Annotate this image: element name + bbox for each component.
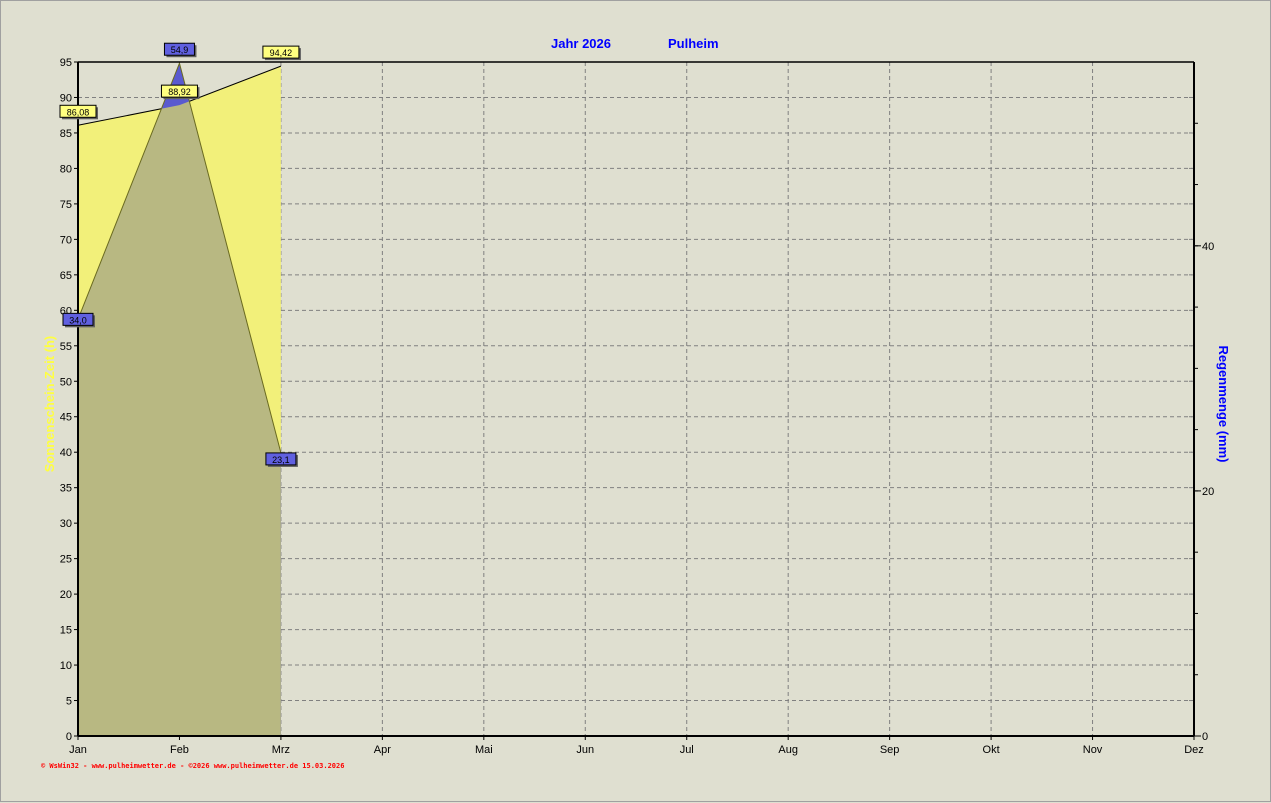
y-right-tick-label: 0: [1202, 731, 1208, 743]
chart-title-location: Pulheim: [668, 36, 719, 51]
rain-sunshine-overlap: [78, 66, 281, 736]
y-left-tick-label: 0: [66, 731, 72, 743]
y-right-tick-label: 20: [1202, 486, 1214, 498]
sunshine-data-label: 86,08: [67, 107, 90, 117]
x-tick-label: Apr: [374, 744, 391, 756]
sunshine-data-label-box: [160, 84, 198, 98]
y-left-tick-label: 90: [60, 92, 72, 104]
y-left-tick-label: 75: [60, 199, 72, 211]
y-right-axis-title: Regenmenge (mm): [1216, 345, 1231, 462]
x-tick-label: Jun: [576, 744, 594, 756]
y-left-tick-label: 65: [60, 270, 72, 282]
rain-data-label: 34,0: [69, 315, 87, 325]
rain-data-label-box: [265, 452, 297, 466]
y-left-tick-label: 80: [60, 163, 72, 175]
y-left-tick-label: 45: [60, 412, 72, 424]
y-left-tick-label: 30: [60, 518, 72, 530]
y-left-tick-label: 25: [60, 554, 72, 566]
x-tick-label: Feb: [170, 744, 189, 756]
rain-line: [77, 61, 282, 454]
x-tick-label: Jul: [680, 744, 694, 756]
x-tick-label: Jan: [69, 744, 87, 756]
x-tick-label: Sep: [880, 744, 900, 756]
x-tick-label: Dez: [1184, 744, 1204, 756]
y-left-tick-label: 50: [60, 376, 72, 388]
copyright-footer: © WsWin32 - www.pulheimwetter.de - ©2026…: [41, 762, 345, 770]
y-left-axis-title: Sonnenschein-Zeit (h): [42, 336, 57, 473]
sunshine-data-label-box: [59, 104, 97, 118]
y-left-tick-label: 85: [60, 128, 72, 140]
y-left-tick-label: 95: [60, 57, 72, 69]
x-tick-label: Mai: [475, 744, 493, 756]
x-tick-label: Okt: [983, 744, 1000, 756]
x-tick-label: Aug: [778, 744, 798, 756]
y-left-tick-label: 55: [60, 341, 72, 353]
y-left-tick-label: 35: [60, 483, 72, 495]
sunshine-data-label-box: [262, 45, 300, 59]
y-left-tick-label: 15: [60, 625, 72, 637]
rain-data-label-box: [62, 312, 94, 326]
y-left-tick-label: 40: [60, 447, 72, 459]
chart-title-year: Jahr 2026: [551, 36, 611, 51]
rain-data-label-box: [163, 42, 195, 56]
y-left-tick-label: 5: [66, 696, 72, 708]
y-left-tick-label: 20: [60, 589, 72, 601]
rain-data-label: 54,9: [171, 45, 189, 55]
y-left-tick-label: 10: [60, 660, 72, 672]
y-left-tick-label: 70: [60, 234, 72, 246]
y-right-tick-label: 40: [1202, 241, 1214, 253]
sunshine-data-label: 94,42: [270, 48, 293, 58]
x-tick-label: Mrz: [272, 744, 290, 756]
sunshine-data-label: 88,92: [168, 87, 191, 97]
rain-data-label: 23,1: [272, 455, 290, 465]
x-tick-label: Nov: [1083, 744, 1103, 756]
